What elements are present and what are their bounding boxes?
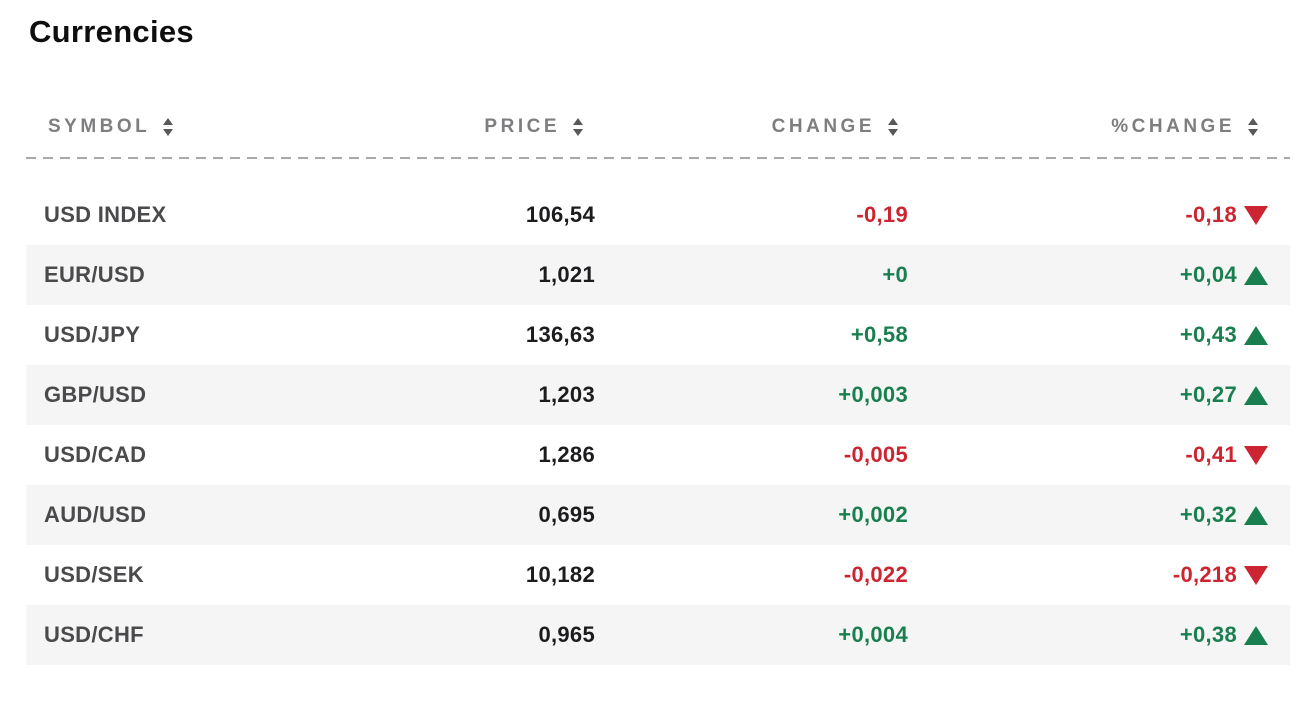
sort-up-icon [573, 118, 583, 125]
percent-change-cell: +0,43 [908, 322, 1290, 348]
table-body: USD INDEX 106,54 -0,19 -0,18 EUR/USD 1,0… [26, 185, 1290, 665]
percent-change-cell: -0,41 [908, 442, 1290, 468]
table-row[interactable]: GBP/USD 1,203 +0,003 +0,27 [26, 365, 1290, 425]
change-direction-icon [1244, 325, 1268, 345]
table-row[interactable]: AUD/USD 0,695 +0,002 +0,32 [26, 485, 1290, 545]
change-cell: -0,005 [843, 442, 908, 467]
symbol-cell: AUD/USD [44, 502, 147, 527]
column-header-label: SYMBOL [48, 116, 151, 137]
price-cell: 1,203 [538, 382, 595, 407]
symbol-cell: USD INDEX [44, 202, 167, 227]
percent-change-value: +0,43 [1179, 322, 1237, 347]
symbol-cell: USD/JPY [44, 322, 141, 347]
sort-icon [163, 118, 174, 136]
percent-change-cell: +0,38 [908, 622, 1290, 648]
change-direction-icon [1244, 625, 1268, 645]
change-direction-icon [1244, 265, 1268, 285]
table-row[interactable]: EUR/USD 1,021 +0 +0,04 [26, 245, 1290, 305]
change-direction-icon [1244, 505, 1268, 525]
price-cell: 10,182 [525, 562, 595, 587]
table-row[interactable]: USD/JPY 136,63 +0,58 +0,43 [26, 305, 1290, 365]
sort-icon [1248, 118, 1258, 136]
price-cell: 0,965 [538, 622, 595, 647]
sort-up-icon [1248, 118, 1258, 125]
sort-down-icon [573, 129, 583, 136]
table-row[interactable]: USD/CHF 0,965 +0,004 +0,38 [26, 605, 1290, 665]
sort-down-icon [163, 129, 174, 136]
price-cell: 0,695 [538, 502, 595, 527]
column-header-percent-change[interactable]: %CHANGE [908, 116, 1290, 138]
change-direction-icon [1244, 565, 1268, 585]
table-header-row: SYMBOL PRICE CHANGE %CHANGE [26, 107, 1290, 147]
symbol-cell: GBP/USD [44, 382, 147, 407]
percent-change-cell: -0,18 [908, 202, 1290, 228]
currencies-table: SYMBOL PRICE CHANGE %CHANGE USD INDEX 10… [26, 107, 1290, 665]
percent-change-value: -0,18 [1185, 202, 1237, 227]
sort-down-icon [888, 129, 898, 136]
change-cell: +0 [882, 262, 908, 287]
percent-change-value: +0,04 [1179, 262, 1237, 287]
percent-change-cell: -0,218 [908, 562, 1290, 588]
price-cell: 106,54 [525, 202, 595, 227]
page-title: Currencies [29, 14, 194, 49]
change-cell: -0,19 [856, 202, 908, 227]
price-cell: 136,63 [525, 322, 595, 347]
table-row[interactable]: USD/CAD 1,286 -0,005 -0,41 [26, 425, 1290, 485]
percent-change-cell: +0,27 [908, 382, 1290, 408]
change-direction-icon [1244, 445, 1268, 465]
change-cell: +0,004 [838, 622, 908, 647]
column-header-symbol[interactable]: SYMBOL [26, 116, 326, 138]
symbol-cell: USD/CAD [44, 442, 147, 467]
percent-change-value: +0,32 [1179, 502, 1237, 527]
sort-down-icon [1248, 129, 1258, 136]
percent-change-value: -0,41 [1185, 442, 1237, 467]
change-cell: -0,022 [843, 562, 908, 587]
column-header-label: %CHANGE [1111, 116, 1235, 137]
header-divider [26, 157, 1290, 159]
percent-change-value: +0,38 [1179, 622, 1237, 647]
percent-change-cell: +0,04 [908, 262, 1290, 288]
percent-change-cell: +0,32 [908, 502, 1290, 528]
column-header-price[interactable]: PRICE [326, 116, 595, 138]
price-cell: 1,286 [538, 442, 595, 467]
table-row[interactable]: USD INDEX 106,54 -0,19 -0,18 [26, 185, 1290, 245]
percent-change-value: -0,218 [1172, 562, 1237, 587]
sort-up-icon [888, 118, 898, 125]
change-cell: +0,003 [838, 382, 908, 407]
change-direction-icon [1244, 385, 1268, 405]
change-cell: +0,58 [850, 322, 908, 347]
symbol-cell: EUR/USD [44, 262, 146, 287]
table-row[interactable]: USD/SEK 10,182 -0,022 -0,218 [26, 545, 1290, 605]
sort-icon [888, 118, 898, 136]
price-cell: 1,021 [538, 262, 595, 287]
sort-up-icon [163, 118, 174, 125]
column-header-label: CHANGE [771, 116, 875, 137]
column-header-change[interactable]: CHANGE [595, 116, 908, 138]
change-direction-icon [1244, 205, 1268, 225]
change-cell: +0,002 [838, 502, 908, 527]
symbol-cell: USD/CHF [44, 622, 144, 647]
column-header-label: PRICE [484, 116, 560, 137]
percent-change-value: +0,27 [1179, 382, 1237, 407]
sort-icon [573, 118, 583, 136]
symbol-cell: USD/SEK [44, 562, 144, 587]
